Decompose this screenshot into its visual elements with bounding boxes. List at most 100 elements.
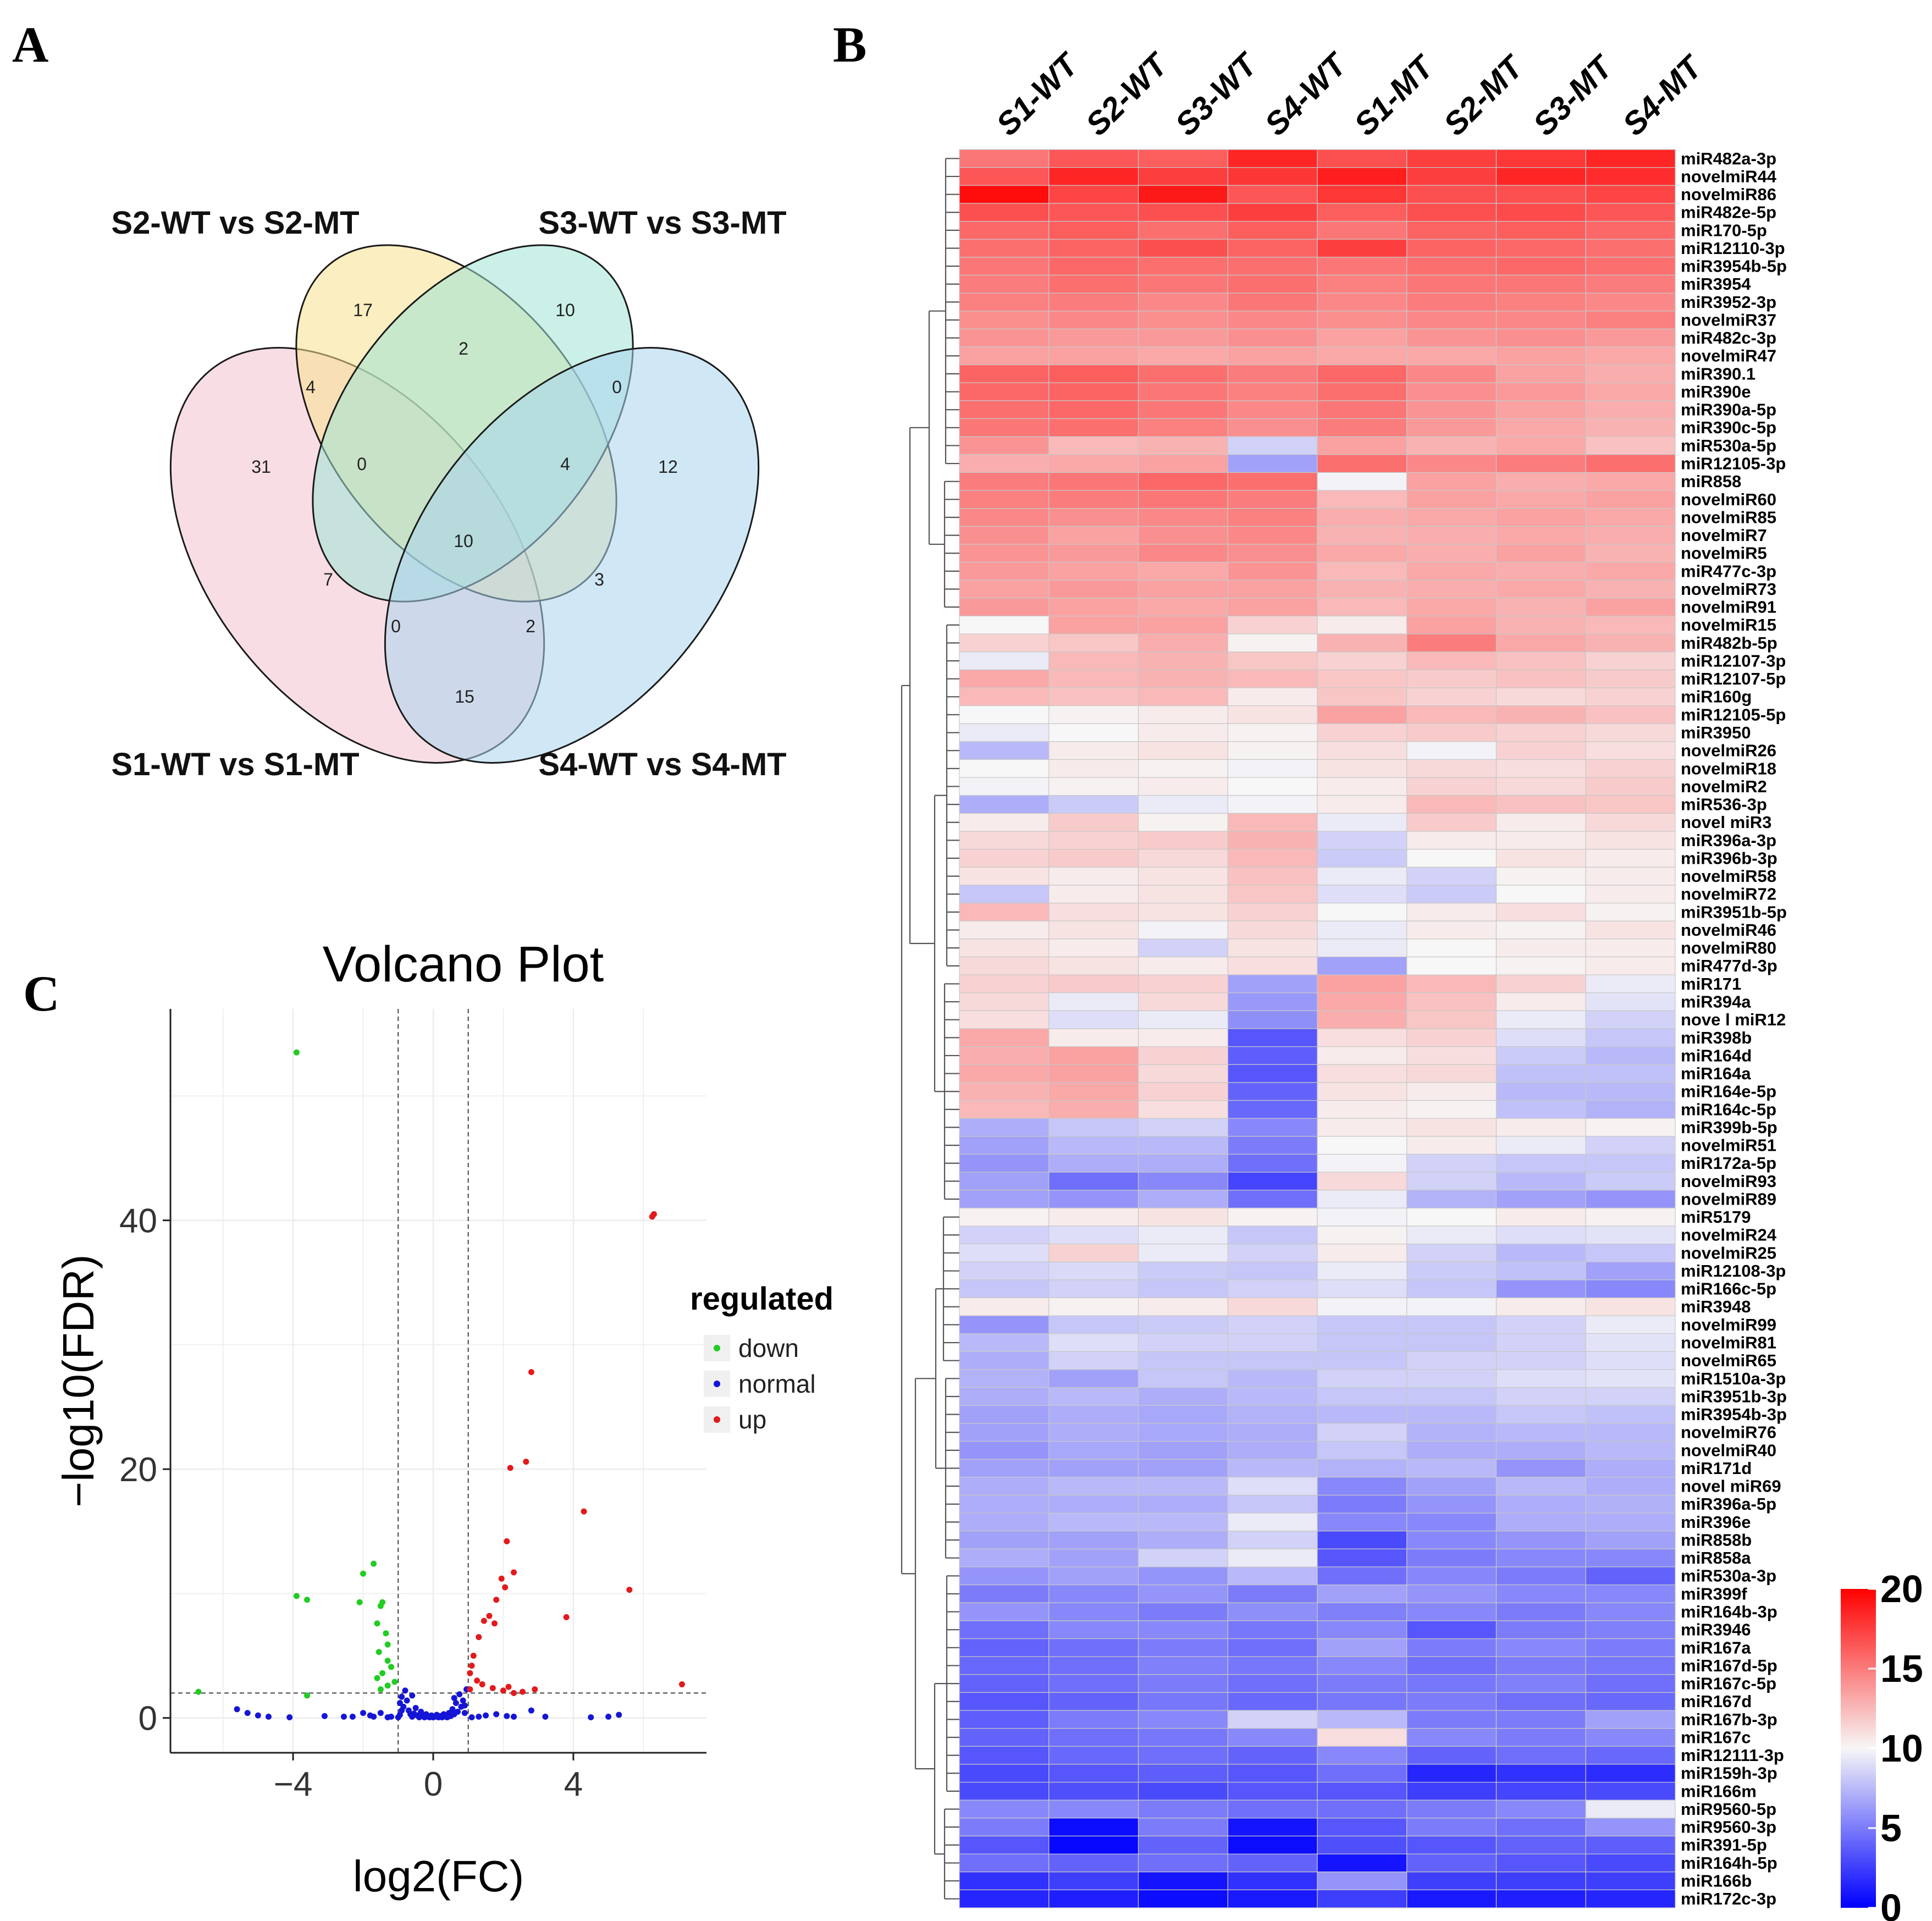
heatmap-cell: [1406, 885, 1497, 904]
heatmap-cell: [959, 1369, 1050, 1388]
heatmap-row-label: miR396e: [1681, 1512, 1751, 1532]
heatmap-cell: [1317, 1585, 1407, 1603]
volcano-point-normal: [451, 1694, 457, 1701]
heatmap-cell: [1317, 813, 1407, 832]
heatmap-row-label: miR166c-5p: [1681, 1279, 1776, 1299]
heatmap-cell: [1585, 633, 1676, 653]
volcano-x-label: log2(FC): [353, 1852, 524, 1901]
heatmap-cell: [1585, 1656, 1676, 1675]
heatmap-row-label: miR477c-3p: [1681, 561, 1776, 581]
heatmap-cell: [1317, 185, 1407, 204]
heatmap-row-label: novelmiR5: [1681, 544, 1767, 563]
heatmap-cell: [1048, 1872, 1139, 1890]
heatmap-cell: [1138, 1207, 1228, 1227]
heatmap-cell: [1227, 1440, 1318, 1460]
volcano-y-label: −log10(FDR): [54, 1254, 103, 1507]
heatmap-cell: [1406, 508, 1497, 527]
volcano-point-up: [563, 1614, 570, 1620]
heatmap-cell: [1317, 328, 1407, 347]
heatmap-cell: [1138, 705, 1228, 724]
heatmap-cell: [1495, 526, 1586, 545]
heatmap-cell: [1138, 1064, 1228, 1083]
venn-diagram: S2-WT vs S2-MT S3-WT vs S3-MT S1-WT vs S…: [111, 205, 786, 782]
heatmap-cell: [1138, 1010, 1228, 1029]
heatmap-cell: [959, 1207, 1050, 1227]
heatmap-cell: [1138, 1100, 1228, 1119]
heatmap-cell: [1585, 490, 1676, 509]
volcano-point-up: [505, 1683, 512, 1690]
heatmap-cell: [1227, 1100, 1318, 1119]
heatmap-cell: [1406, 1710, 1497, 1729]
heatmap-row-label: novel miR69: [1681, 1477, 1781, 1496]
heatmap-cell: [1585, 1172, 1676, 1191]
heatmap-cell: [1227, 705, 1318, 724]
heatmap-cell: [1585, 1710, 1676, 1729]
heatmap-cell: [1317, 1692, 1407, 1711]
heatmap-cell: [1495, 1728, 1586, 1747]
volcano-point-normal: [412, 1705, 419, 1712]
heatmap-cell: [1495, 1064, 1586, 1083]
heatmap-cell: [1048, 239, 1139, 258]
heatmap-cell: [959, 885, 1050, 904]
heatmap-cell: [1317, 1261, 1407, 1280]
heatmap-cell: [1048, 1082, 1139, 1101]
heatmap-cell: [1048, 561, 1139, 581]
heatmap-cell: [1317, 1207, 1407, 1227]
heatmap-cell: [1048, 1261, 1139, 1280]
heatmap-cell: [1048, 1064, 1139, 1083]
heatmap-cell: [1495, 1853, 1586, 1873]
heatmap-cell: [1048, 418, 1139, 437]
heatmap-row-label: miR399f: [1681, 1584, 1747, 1603]
volcano-y-tick: 40: [119, 1202, 157, 1240]
heatmap-cell: [1585, 346, 1676, 366]
heatmap-row-label: novelmiR7: [1681, 526, 1767, 545]
heatmap-cell: [1495, 1548, 1586, 1567]
volcano-point-up: [500, 1687, 506, 1694]
heatmap-cell: [1138, 149, 1228, 168]
heatmap-cell: [1227, 920, 1318, 940]
heatmap-cell: [959, 1585, 1050, 1603]
heatmap-cell: [959, 1459, 1050, 1478]
heatmap-cell: [1495, 974, 1586, 993]
heatmap-cell: [959, 849, 1050, 868]
heatmap-cell: [1048, 1333, 1139, 1352]
heatmap-cell: [959, 1297, 1050, 1316]
heatmap-cell: [1495, 544, 1586, 563]
heatmap-cell: [1227, 633, 1318, 653]
heatmap-row-label: miR396b-3p: [1681, 848, 1778, 868]
heatmap-cell: [959, 274, 1050, 294]
heatmap-cell: [1138, 274, 1228, 294]
heatmap-cell: [1406, 1692, 1497, 1711]
heatmap-cell: [959, 669, 1050, 688]
heatmap-cell: [1406, 705, 1497, 724]
heatmap-cell: [959, 1799, 1050, 1819]
venn-count-s1-s3: 7: [323, 570, 333, 589]
heatmap-cell: [1048, 1585, 1139, 1603]
heatmap-cell: [959, 1872, 1050, 1890]
heatmap-column-label: S4-WT: [1258, 45, 1355, 142]
heatmap-cell: [1227, 1279, 1318, 1299]
heatmap-cell: [1227, 1746, 1318, 1765]
heatmap-cell: [1048, 220, 1139, 240]
volcano-point-up: [504, 1538, 510, 1544]
heatmap-cell: [959, 1423, 1050, 1442]
heatmap-cell: [1495, 1710, 1586, 1729]
heatmap-cell: [1317, 723, 1407, 742]
heatmap-cell: [1406, 1799, 1497, 1819]
venn-count-s2-s3: 2: [459, 339, 468, 358]
heatmap-cell: [1495, 1333, 1586, 1352]
heatmap-cell: [959, 831, 1050, 850]
heatmap-row-label: miR167d-5p: [1681, 1656, 1778, 1675]
heatmap-cell: [1317, 1297, 1407, 1316]
heatmap-cell: [1406, 400, 1497, 419]
heatmap-cell: [1138, 1494, 1228, 1514]
heatmap-cell: [1317, 1010, 1407, 1029]
heatmap-cell: [1495, 1172, 1586, 1191]
heatmap-cell: [959, 454, 1050, 473]
heatmap-cell: [1138, 723, 1228, 742]
heatmap-cell: [1227, 1153, 1318, 1173]
heatmap-cell: [1585, 1585, 1676, 1603]
heatmap-cell: [1227, 418, 1318, 437]
heatmap-row-label: novel miR3: [1681, 813, 1771, 832]
heatmap-cell: [1495, 939, 1586, 958]
